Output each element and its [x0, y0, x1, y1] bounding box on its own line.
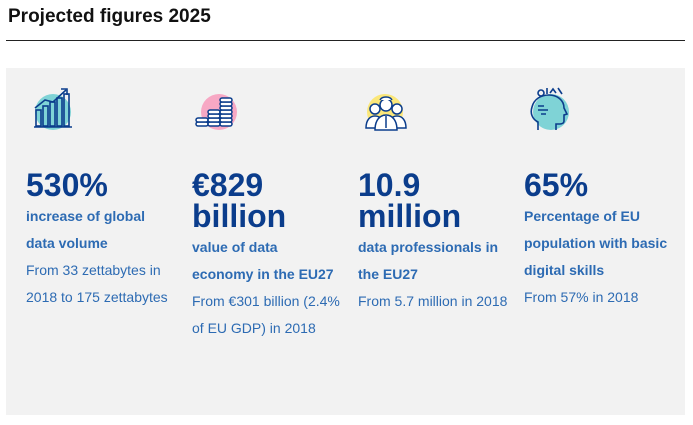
figure-card-data-economy: €829 billion value of data economy in th… — [192, 84, 342, 342]
figure-card-data-professionals: 10.9 million data professionals in the E… — [358, 84, 508, 315]
head-skills-icon — [524, 84, 580, 140]
figure-note: From €301 billion (2.4% of EU GDP) in 20… — [192, 293, 340, 336]
figure-description: Percentage of EU population with basic d… — [524, 208, 668, 278]
coin-stacks-icon — [192, 84, 248, 140]
figure-value: €829 billion — [192, 167, 287, 234]
figure-value: 65% — [524, 167, 589, 203]
figure-card-data-volume: 530% increase of global data volume From… — [26, 84, 176, 311]
people-group-icon — [358, 84, 414, 140]
growth-chart-icon — [26, 84, 82, 140]
figure-note: From 5.7 million in 2018 — [358, 293, 508, 309]
figure-note: From 57% in 2018 — [524, 289, 639, 305]
figures-panel: 530% increase of global data volume From… — [6, 68, 685, 415]
figure-description: value of data economy in the EU27 — [192, 239, 334, 282]
figure-description: data professionals in the EU27 — [358, 239, 499, 282]
figure-description: increase of global data volume — [26, 208, 146, 251]
title-divider — [6, 40, 685, 41]
figure-value: 530% — [26, 167, 108, 203]
page-title: Projected figures 2025 — [8, 6, 211, 27]
figure-value: 10.9 million — [358, 167, 462, 234]
figure-note: From 33 zettabytes in 2018 to 175 zettab… — [26, 262, 168, 305]
figure-card-digital-skills: 65% Percentage of EU population with bas… — [524, 84, 674, 311]
